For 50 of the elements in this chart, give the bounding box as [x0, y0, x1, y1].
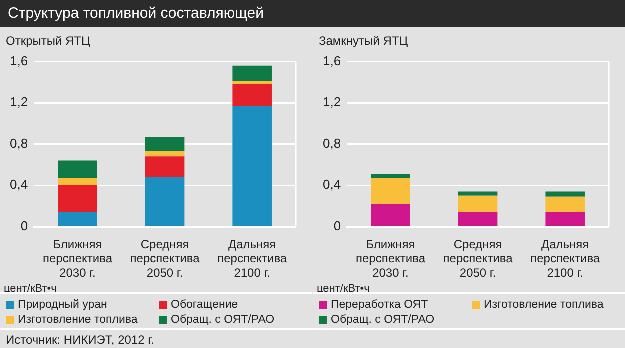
bar [58, 212, 98, 226]
chart-subtitle: Открытый ЯТЦ [6, 34, 90, 48]
bar [458, 192, 498, 196]
bar [371, 178, 410, 204]
y-tick-label: 0,4 [10, 177, 28, 192]
bar [458, 196, 498, 212]
y-tick-label: 1,6 [322, 53, 342, 68]
y-axis-title: цент/кВт•ч [4, 283, 57, 295]
x-tick-label: Дальняя перспектива 2100 г. [530, 237, 600, 280]
y-tick-label: 0,4 [322, 177, 342, 192]
y-tick-label: 1,2 [322, 94, 342, 110]
y-tick-label: 0 [20, 218, 28, 234]
legend-label: Обращ. с ОЯТ/РАО [330, 314, 436, 326]
bar [232, 81, 272, 84]
bar [232, 84, 272, 106]
bar [371, 174, 410, 178]
bar [58, 186, 98, 212]
y-axis-title: цент/кВт•ч [317, 283, 370, 295]
y-tick-label: 0,8 [10, 136, 28, 151]
bar [371, 204, 410, 226]
bar [546, 212, 585, 226]
x-tick-label: Дальняя перспектива 2100 г. [218, 237, 288, 280]
text: Источник: НИКИЭТ, 2012 г. [0, 328, 625, 347]
legend-label: Обращ. с ОЯТ/РАО [170, 314, 276, 326]
bar [145, 156, 185, 178]
bar [58, 160, 98, 178]
legend-label: Природный уран [17, 299, 108, 311]
legend-label: Изготовление топлива [17, 314, 139, 326]
bar [232, 66, 272, 82]
legend-label: Изготовление топлива [483, 299, 605, 311]
y-tick-label: 0 [334, 218, 342, 234]
x-tick-label: Средняя перспектива 2050 г. [443, 237, 514, 280]
bar [145, 152, 185, 157]
legend-label: Переработка ОЯТ [330, 299, 430, 311]
chart-title: Структура топливной составляющей [0, 0, 625, 27]
bar [58, 178, 98, 186]
legend-label: Обогащение [170, 299, 240, 311]
bar [145, 137, 185, 152]
y-tick-label: 1,6 [10, 53, 28, 68]
chart-subtitle: Замкнутый ЯТЦ [319, 34, 408, 48]
x-tick-label: Ближняя перспектива 2030 г. [356, 237, 426, 280]
bar [546, 196, 585, 212]
bar [145, 177, 185, 226]
bar [232, 106, 272, 226]
y-tick-label: 0,8 [322, 136, 342, 151]
bar [546, 192, 585, 197]
x-tick-label: Ближняя перспектива 2030 г. [42, 237, 113, 280]
y-tick-label: 1,2 [10, 94, 28, 110]
bar [458, 212, 498, 226]
x-tick-label: Средняя перспектива 2050 г. [130, 237, 200, 280]
